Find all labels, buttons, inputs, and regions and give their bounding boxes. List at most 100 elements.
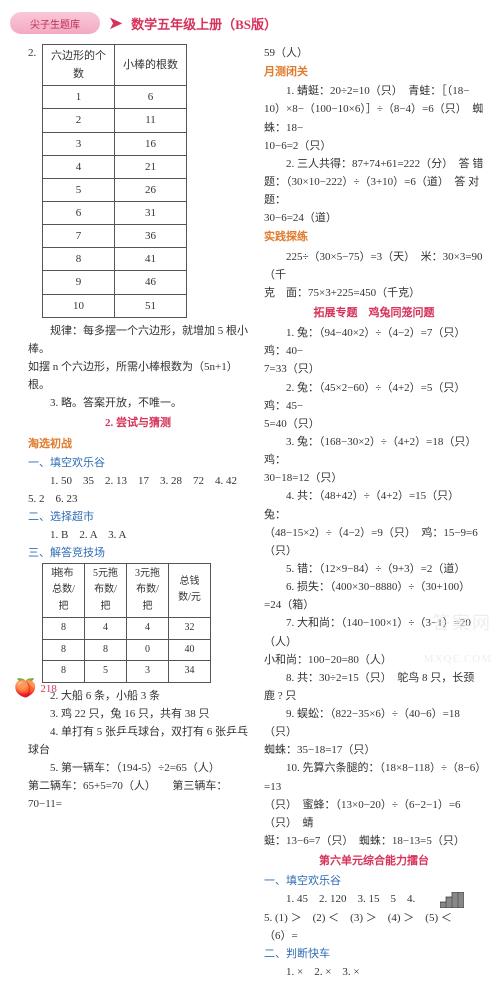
table-cell: 36 — [115, 225, 187, 248]
table-cell: 5 — [43, 178, 115, 201]
e1c: （6）= — [264, 927, 484, 945]
b1c: 10−6=2（只） — [264, 137, 484, 155]
a2-line1: 1. B 2. A 3. A — [28, 526, 248, 544]
section-a2: 二、选择超市 — [28, 508, 248, 526]
e2: 1. × 2. × 3. × — [264, 963, 484, 981]
table-cell: 4 — [85, 618, 127, 640]
d8a: 8. 共：30÷2=15（只） 鸵鸟 8 只，长颈鹿 ? 只 — [264, 669, 484, 705]
section-b: 月测闭关 — [264, 63, 484, 81]
table-cell: 4 — [127, 618, 169, 640]
question-2: 2. 六边形的个数 小棒的根数 16 211 316 421 526 631 7… — [28, 44, 248, 322]
d5: 5. 错：（12×9−84）÷（9+3）=2（道） — [264, 560, 484, 578]
table-cell: 11 — [115, 109, 187, 132]
content-columns: 2. 六边形的个数 小棒的根数 16 211 316 421 526 631 7… — [0, 40, 500, 981]
tbl2-h3: 总钱数/元 — [169, 563, 211, 618]
table-cell: 51 — [115, 294, 187, 317]
hexagon-table: 六边形的个数 小棒的根数 16 211 316 421 526 631 736 … — [42, 44, 187, 318]
table-cell: 16 — [115, 132, 187, 155]
peach-icon: 🍑 — [14, 678, 36, 699]
a3-5a: 5. 第一辆车：（194-5）÷2=65（人） — [28, 759, 248, 777]
table-cell: 8 — [85, 639, 127, 661]
stair-shape-icon — [418, 892, 442, 908]
d2a: 2. 兔：（45×2−60）÷（4+2）=5（只） 鸡：45− — [264, 379, 484, 415]
table-cell: 9 — [43, 271, 115, 294]
header-title: 数学五年级上册（BS版） — [131, 14, 277, 33]
d4a: 4. 共：（48+42）÷（4+2）=15（只） 兔： — [264, 487, 484, 523]
table-cell: 4 — [43, 155, 115, 178]
d10b: （只） 蜜蜂：（13×0−20）÷（6−2−1）=6（只） 蜻 — [264, 796, 484, 832]
section-d: 拓展专题 鸡兔同笼问题 — [264, 304, 484, 322]
c1b: 克 面：75×3+225=450（千克） — [264, 284, 484, 302]
table-cell: 10 — [43, 294, 115, 317]
section-c: 实践探练 — [264, 228, 484, 246]
table-cell: 2 — [43, 109, 115, 132]
table-cell: 40 — [169, 639, 211, 661]
d3a: 3. 兔：（168−30×2）÷（4+2）=18（只） 鸡： — [264, 433, 484, 469]
r0: 59（人） — [264, 44, 484, 62]
c1a: 225÷（30×5−75）=3（天） 米：30×3=90（千 — [264, 248, 484, 284]
table-cell: 32 — [169, 618, 211, 640]
d10a: 10. 先算六条腿的：（18×8−118）÷（8−6）=13 — [264, 759, 484, 795]
table-cell: 8 — [43, 639, 85, 661]
section-a3: 三、解答竞技场 — [28, 544, 248, 562]
table-cell: 26 — [115, 178, 187, 201]
q2-number: 2. — [28, 44, 42, 322]
right-column: 59（人） 月测闭关 1. 蜻蜓：20÷2=10（只） 青蛙：［（18− 10）… — [264, 44, 484, 981]
table-cell: 6 — [43, 201, 115, 224]
section-exercise-2: 2. 尝试与猜测 — [28, 414, 248, 432]
tbl2-h2: 3元拖布数/把 — [127, 563, 169, 618]
a1-line2: 5. 2 6. 23 — [28, 490, 248, 508]
d4b: （48−15×2）÷（4−2）=9（只） 鸡：15−9=6（只） — [264, 524, 484, 560]
table-cell: 0 — [127, 639, 169, 661]
b2c: 30−6=24（道） — [264, 209, 484, 227]
table-cell: 6 — [115, 86, 187, 109]
watermark-url: MXQE.COM — [424, 653, 492, 665]
d10c: 蜓：13−6=7（只） 蜘蛛：18−13=5（只） — [264, 832, 484, 850]
d8b: 9. 蜈蚣：（822−35×6）÷（40−6）=18（只） — [264, 705, 484, 741]
table-cell: 5 — [85, 661, 127, 683]
a1-line1: 1. 50 35 2. 13 17 3. 28 72 4. 42 — [28, 472, 248, 490]
page-number: 218 — [40, 683, 57, 695]
tbl1-h1: 小棒的根数 — [115, 45, 187, 86]
a3-5b: 第二辆车：65+5=70（人） 第三辆车：70−11= — [28, 777, 248, 813]
tbl1-h0: 六边形的个数 — [43, 45, 115, 86]
d8c: 蜘蛛：35−18=17（只） — [264, 741, 484, 759]
question-a3-1: 1. 拖布总数/把 5元拖布数/把 3元拖布数/把 总钱数/元 84432 88… — [28, 563, 248, 687]
b1b: 10）×8−（100−10×6）］÷（8−4）=6（只） 蜘蛛：18− — [264, 100, 484, 136]
e1b: 5. (1) ＞ (2) ＜ (3) ＞ (4) ＞ (5) ＜ — [264, 909, 484, 927]
table-cell: 41 — [115, 248, 187, 271]
d3b: 30−18=12（只） — [264, 469, 484, 487]
left-column: 2. 六边形的个数 小棒的根数 16 211 316 421 526 631 7… — [28, 44, 248, 981]
page-header: 尖子生题库 ➤ 数学五年级上册（BS版） — [0, 0, 500, 40]
table-cell: 7 — [43, 225, 115, 248]
table-cell: 46 — [115, 271, 187, 294]
b2b: 题：（30×10−222）÷（3+10）=6（道） 答 对 题： — [264, 173, 484, 209]
table-cell: 34 — [169, 661, 211, 683]
a3-2: 2. 大船 6 条，小船 3 条 — [28, 687, 248, 705]
tbl2-h0: 拖布总数/把 — [43, 563, 85, 618]
b2a: 2. 三人共得：87+74+61=222（分） 答 错 — [264, 155, 484, 173]
table-cell: 31 — [115, 201, 187, 224]
table-cell: 1 — [43, 86, 115, 109]
d2b: 5=40（只） — [264, 415, 484, 433]
a3-3: 3. 鸡 22 只，兔 16 只，共有 38 只 — [28, 705, 248, 723]
tbl2-h1: 5元拖布数/把 — [85, 563, 127, 618]
d1a: 1. 兔：（94−40×2）÷（4−2）=7（只） 鸡：40− — [264, 324, 484, 360]
b1a: 1. 蜻蜓：20÷2=10（只） 青蛙：［（18− — [264, 82, 484, 100]
rule-text-1: 规律：每多摆一个六边形，就增加 5 根小棒。 — [28, 322, 248, 358]
rule-text-3: 3. 略。答案开放，不唯一。 — [28, 394, 248, 412]
page-footer: 🍑 218 — [14, 678, 57, 699]
table-cell: 21 — [115, 155, 187, 178]
section-a: 淘选初战 — [28, 435, 248, 453]
table-cell: 3 — [43, 132, 115, 155]
section-a1: 一、填空欢乐谷 — [28, 454, 248, 472]
e1a: 1. 45 2. 120 3. 15 5 4. — [264, 890, 484, 908]
e1a-text: 1. 45 2. 120 3. 15 5 4. — [286, 893, 415, 905]
badge-label: 尖子生题库 — [10, 12, 100, 34]
d1b: 7=33（只） — [264, 360, 484, 378]
a3-4: 4. 单打有 5 张乒乓球台，双打有 6 张乒乓球台 — [28, 723, 248, 759]
section-e2: 二、判断快车 — [264, 945, 484, 963]
rule-text-2: 如摆 n 个六边形，所需小棒根数为（5n+1）根。 — [28, 358, 248, 394]
watermark-text: 答案网 — [432, 609, 492, 635]
table-cell: 3 — [127, 661, 169, 683]
